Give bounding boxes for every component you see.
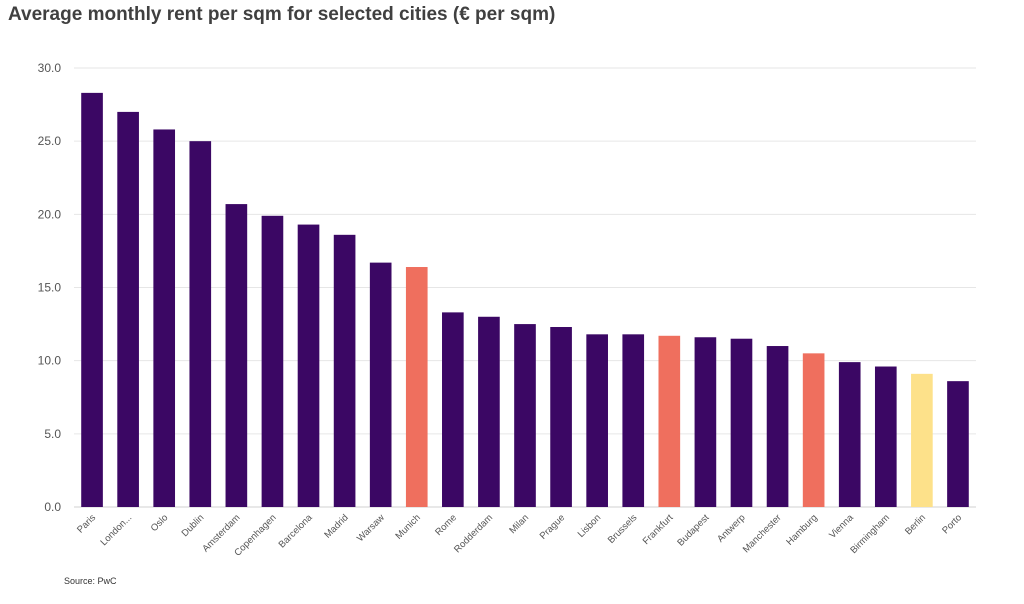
x-tick-label: Antwerp (715, 512, 747, 544)
x-tick-label: Berlin (903, 512, 928, 537)
bar-vienna (838, 362, 861, 507)
y-tick-label: 30.0 (38, 61, 62, 75)
y-tick-label: 15.0 (38, 281, 62, 295)
x-tick-label: Munich (393, 512, 422, 541)
bar-budapest (694, 337, 717, 507)
bar-warsaw (369, 262, 392, 507)
x-tick-label: Lisbon (576, 512, 604, 540)
x-tick-label: Frankfurt (641, 512, 676, 547)
bar-dublin (189, 141, 212, 507)
x-tick-label: Rome (433, 512, 459, 538)
y-tick-label: 25.0 (38, 134, 62, 148)
bar-copenhagen (261, 215, 284, 507)
x-tick-label: Hamburg (784, 512, 819, 547)
bar-prague (550, 327, 572, 507)
bar-oslo (153, 129, 176, 507)
x-tick-label: Rodderdam (452, 512, 495, 555)
bar-madrid (333, 234, 356, 507)
bar-porto (947, 381, 969, 507)
bar-rodderdam (478, 316, 500, 507)
bar-london (117, 111, 139, 508)
bar-lisbon (586, 334, 608, 507)
x-tick-label: Budapest (675, 512, 711, 548)
x-tick-label: Milan (507, 512, 531, 536)
x-tick-label: Birmingham (848, 512, 892, 556)
y-tick-label: 20.0 (38, 207, 62, 221)
bar-paris (81, 92, 103, 508)
bar-antwerp (730, 338, 753, 507)
x-tick-label: Barcelona (277, 512, 316, 551)
x-tick-label: Oslo (149, 512, 171, 534)
source-note: Source: PwC (64, 576, 117, 586)
x-tick-label: Prague (538, 512, 567, 541)
bar-manchester (766, 346, 789, 507)
x-tick-label: Brussels (606, 512, 640, 546)
y-tick-label: 0.0 (44, 500, 61, 514)
bar-hamburg (802, 353, 825, 507)
x-tick-label: Madrid (322, 512, 350, 540)
chart-title: Average monthly rent per sqm for selecte… (8, 4, 556, 25)
bar-rome (442, 312, 464, 507)
bar-barcelona (297, 224, 320, 507)
bar-brussels (622, 334, 645, 507)
bar-frankfurt (658, 335, 681, 507)
bar-birmingham (874, 366, 897, 507)
x-tick-label: Manchester (741, 512, 784, 555)
x-tick-label: Vienna (827, 512, 856, 541)
bar-milan (514, 324, 536, 507)
x-tick-label: London... (98, 512, 134, 548)
x-tick-label: Paris (75, 512, 98, 535)
y-tick-label: 10.0 (38, 354, 62, 368)
y-tick-label: 5.0 (44, 427, 61, 441)
bar-munich (405, 267, 428, 507)
bar-amsterdam (225, 204, 248, 507)
x-tick-label: Porto (940, 512, 964, 536)
x-tick-label: Warsaw (355, 512, 387, 544)
bar-berlin (911, 373, 933, 507)
x-tick-label: Dublin (180, 512, 207, 539)
